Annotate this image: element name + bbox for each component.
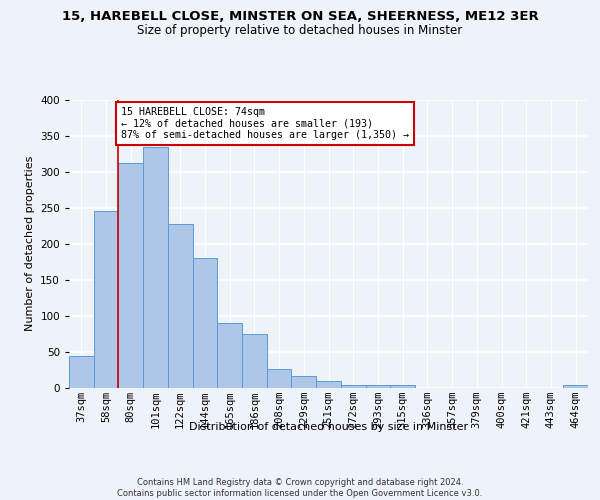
Bar <box>94 210 118 388</box>
Bar <box>316 381 341 388</box>
Text: 15 HAREBELL CLOSE: 74sqm
← 12% of detached houses are smaller (193)
87% of semi-: 15 HAREBELL CLOSE: 74sqm ← 12% of detach… <box>121 107 409 140</box>
Text: Contains HM Land Registry data © Crown copyright and database right 2024.
Contai: Contains HM Land Registry data © Crown c… <box>118 478 482 498</box>
Text: 15, HAREBELL CLOSE, MINSTER ON SEA, SHEERNESS, ME12 3ER: 15, HAREBELL CLOSE, MINSTER ON SEA, SHEE… <box>62 10 538 23</box>
Bar <box>193 258 217 388</box>
Bar <box>168 224 193 388</box>
Bar <box>143 146 168 388</box>
Text: Distribution of detached houses by size in Minster: Distribution of detached houses by size … <box>189 422 469 432</box>
Bar <box>365 384 390 388</box>
Bar <box>217 323 242 388</box>
Bar <box>242 334 267 388</box>
Bar <box>267 369 292 388</box>
Y-axis label: Number of detached properties: Number of detached properties <box>25 156 35 332</box>
Bar <box>390 386 415 388</box>
Bar <box>292 376 316 388</box>
Bar <box>118 163 143 388</box>
Text: Size of property relative to detached houses in Minster: Size of property relative to detached ho… <box>137 24 463 37</box>
Bar <box>69 356 94 388</box>
Bar <box>341 384 365 388</box>
Bar <box>563 386 588 388</box>
